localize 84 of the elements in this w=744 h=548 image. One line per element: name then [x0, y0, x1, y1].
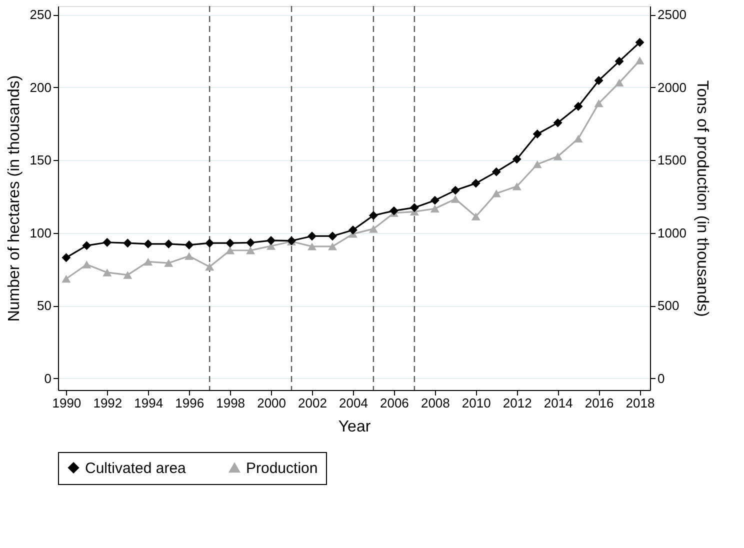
point: [308, 232, 316, 241]
point: [614, 78, 624, 87]
y2-tick-label: 0: [658, 370, 665, 386]
point: [430, 204, 440, 212]
point: [62, 274, 71, 283]
y-axis-title: Number of hectares (in thousands): [6, 75, 23, 322]
point: [635, 56, 644, 64]
point: [164, 239, 174, 248]
point: [471, 178, 480, 188]
point: [410, 203, 419, 212]
point: [635, 38, 644, 47]
x-tick-label: 2010: [462, 396, 491, 410]
y-tick-label: 50: [37, 298, 52, 314]
point: [492, 167, 501, 176]
legend-label: Cultivated area: [85, 460, 187, 477]
point: [184, 252, 194, 260]
x-tick-label: 2006: [380, 396, 409, 410]
point: [553, 152, 562, 160]
y2-tick-label: 1500: [658, 152, 686, 168]
point: [123, 238, 132, 248]
point: [368, 224, 378, 233]
point: [532, 160, 542, 168]
x-tick-label: 1998: [216, 396, 246, 410]
x-tick-label: 1990: [52, 396, 82, 410]
x-tick-label: 2018: [626, 396, 655, 410]
y2-tick-label: 2000: [658, 80, 686, 95]
x-tick-label: 1994: [134, 396, 164, 410]
x-tick-label: 2012: [502, 396, 532, 410]
point: [368, 210, 378, 220]
y2-tick-label: 500: [658, 298, 680, 314]
point: [450, 186, 460, 195]
x-tick-label: 2014: [544, 396, 573, 410]
y-tick-label: 200: [30, 80, 52, 95]
x-tick-label: 2016: [584, 396, 614, 410]
x-tick-label: 2008: [420, 396, 450, 410]
point: [205, 262, 214, 271]
point: [144, 239, 153, 248]
point: [308, 242, 316, 250]
x-tick-label: 2000: [257, 396, 286, 410]
point: [205, 238, 214, 248]
point: [492, 189, 501, 198]
y-tick-label: 0: [44, 370, 52, 386]
y-tick-label: 250: [30, 7, 52, 22]
point: [594, 76, 604, 85]
point: [246, 246, 256, 254]
point: [574, 134, 583, 143]
point: [123, 271, 132, 279]
point: [450, 195, 460, 203]
point: [164, 259, 174, 267]
point: [82, 241, 92, 250]
point: [266, 236, 276, 245]
point: [532, 130, 542, 138]
x-axis-title: Year: [338, 418, 372, 436]
point: [82, 260, 92, 268]
point: [328, 232, 337, 241]
x-tick-label: 1996: [175, 396, 204, 410]
point: [328, 242, 337, 250]
y2-axis-title: Tons of production (in thousands): [693, 80, 710, 317]
x-tick-label: 2004: [339, 396, 368, 410]
point: [348, 226, 358, 234]
legend-label: Production: [246, 460, 318, 477]
point: [512, 182, 522, 190]
point: [62, 253, 71, 262]
point: [102, 268, 112, 276]
y2-tick-label: 1000: [658, 225, 686, 240]
y2-tick-label: 2500: [658, 7, 686, 22]
point: [553, 118, 562, 128]
point: [184, 240, 194, 250]
x-tick-label: 2002: [298, 396, 327, 410]
y-tick-label: 150: [30, 152, 52, 168]
point: [226, 246, 235, 254]
point: [226, 238, 235, 248]
point: [246, 238, 256, 248]
point: [512, 154, 522, 164]
x-tick-label: 1992: [93, 396, 122, 410]
y-tick-label: 100: [30, 225, 52, 240]
point: [471, 212, 480, 220]
point: [430, 196, 440, 205]
point: [594, 99, 604, 108]
point: [102, 238, 112, 247]
point: [144, 258, 153, 266]
point: [389, 206, 398, 216]
point: [574, 102, 583, 111]
point: [614, 56, 624, 66]
